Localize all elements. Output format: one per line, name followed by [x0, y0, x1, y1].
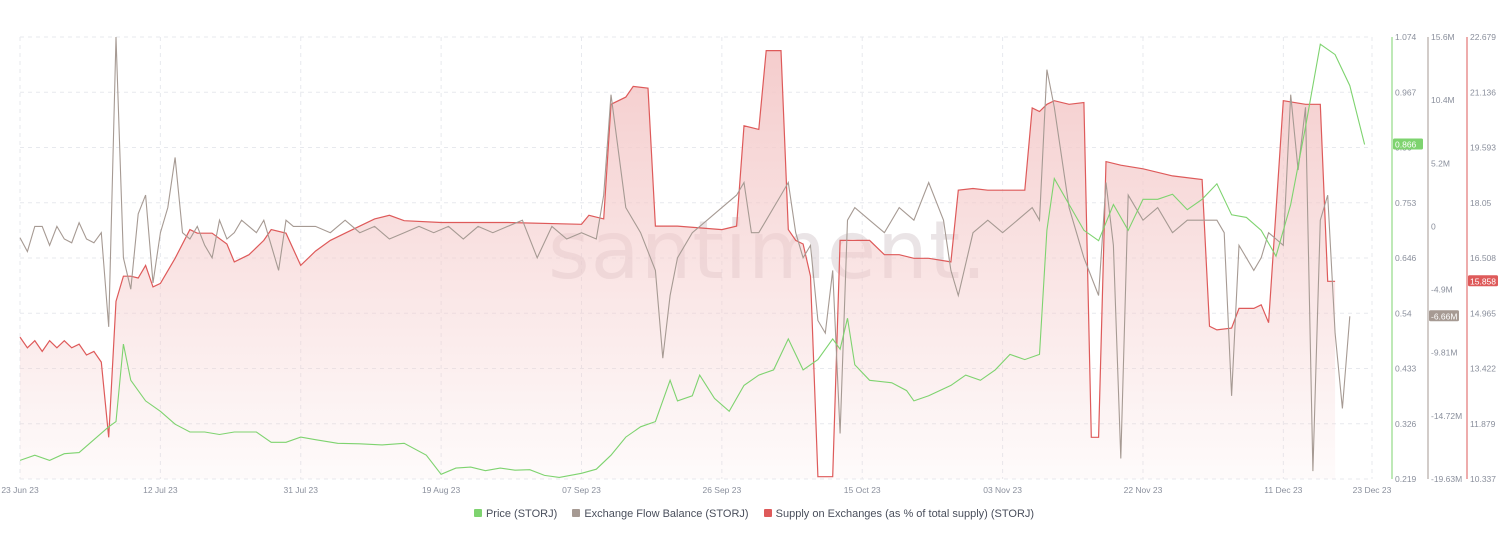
- x-axis-tick-label: 31 Jul 23: [283, 485, 318, 495]
- price-axis-tick-label: 0.967: [1395, 87, 1417, 97]
- flow-badge-bg: [1429, 310, 1459, 322]
- price-axis-tick-label: 0.54: [1395, 308, 1412, 318]
- supply-area: [20, 50, 1336, 479]
- x-axis-tick-label: 22 Nov 23: [1124, 485, 1163, 495]
- flow-line: [19, 36, 1351, 472]
- x-axis-tick-label: 03 Nov 23: [983, 485, 1022, 495]
- supply-value-badge: 15.858: [1468, 275, 1498, 287]
- x-axis-tick-label: 23 Dec 23: [1353, 485, 1392, 495]
- flow-axis-tick-label: -14.72M: [1431, 411, 1462, 421]
- legend-label-supply: Supply on Exchanges (as % of total suppl…: [775, 508, 1035, 520]
- x-axis-tick-label: 23 Jun 23: [1, 485, 39, 495]
- price-axis-tick-label: 0.646: [1395, 253, 1417, 263]
- supply-badge-bg: [1468, 275, 1498, 287]
- legend-item-price[interactable]: Price (STORJ): [473, 508, 558, 520]
- flow-axis-tick-label: 15.6M: [1431, 32, 1455, 42]
- price-value-badge: 0.866: [1393, 138, 1423, 150]
- supply-axis-tick-label: 22.679: [1470, 32, 1496, 42]
- chart-canvas: santiment. 1.0740.9670.860.7530.6460.540…: [1, 32, 1498, 495]
- flow-value-badge: -6.66M: [1429, 310, 1459, 322]
- series-layer: [19, 36, 1366, 479]
- supply-axis-tick-label: 14.965: [1470, 308, 1496, 318]
- flow-axis-tick-label: 0: [1431, 221, 1436, 231]
- x-axis-tick-label: 11 Dec 23: [1264, 485, 1302, 495]
- price-axis-tick-label: 1.074: [1395, 32, 1417, 42]
- x-axis-tick-label: 07 Sep 23: [562, 485, 601, 495]
- flow-axis-tick-label: -9.81M: [1431, 348, 1457, 358]
- legend-swatch-flow: [572, 509, 581, 517]
- supply-axis-tick-label: 11.879: [1470, 419, 1496, 429]
- legend-item-flow[interactable]: Exchange Flow Balance (STORJ): [572, 508, 749, 520]
- price-line: [19, 43, 1366, 478]
- supply-axis-tick-label: 10.337: [1470, 474, 1496, 484]
- supply-axis-tick-label: 21.136: [1470, 87, 1496, 97]
- flow-axis-tick-label: -4.9M: [1431, 285, 1453, 295]
- supply-badge-label: 15.858: [1470, 276, 1496, 286]
- flow-axis-tick-label: -19.63M: [1431, 474, 1462, 484]
- price-badge-label: 0.866: [1395, 140, 1417, 150]
- x-axis-tick-label: 26 Sep 23: [702, 485, 741, 495]
- legend-swatch-supply: [763, 509, 772, 517]
- supply-axis-tick-label: 18.05: [1470, 198, 1492, 208]
- x-axis-tick-label: 12 Jul 23: [143, 485, 178, 495]
- flow-axis-tick-label: 10.4M: [1431, 95, 1455, 105]
- flow-badge-label: -6.66M: [1431, 311, 1457, 321]
- price-axis-tick-label: 0.326: [1395, 419, 1417, 429]
- axes: 1.0740.9670.860.7530.6460.540.4330.3260.…: [1, 32, 1498, 495]
- supply-axis-tick-label: 16.508: [1470, 253, 1496, 263]
- supply-axis-tick-label: 13.422: [1470, 364, 1496, 374]
- supply-axis-tick-label: 19.593: [1470, 143, 1496, 153]
- x-axis-tick-label: 19 Aug 23: [422, 485, 461, 495]
- price-axis-tick-label: 0.433: [1395, 364, 1417, 374]
- legend-label-price: Price (STORJ): [485, 508, 558, 520]
- flow-axis-tick-label: 5.2M: [1431, 158, 1450, 168]
- x-axis-tick-label: 15 Oct 23: [844, 485, 881, 495]
- price-axis-tick-label: 0.219: [1395, 474, 1417, 484]
- legend-swatch-price: [473, 509, 482, 517]
- legend-label-flow: Exchange Flow Balance (STORJ): [584, 508, 749, 520]
- price-badge-bg: [1393, 138, 1423, 150]
- chart-legend: Price (STORJ) Exchange Flow Balance (STO…: [0, 508, 1508, 520]
- price-axis-tick-label: 0.753: [1395, 198, 1417, 208]
- legend-item-supply[interactable]: Supply on Exchanges (as % of total suppl…: [763, 508, 1035, 520]
